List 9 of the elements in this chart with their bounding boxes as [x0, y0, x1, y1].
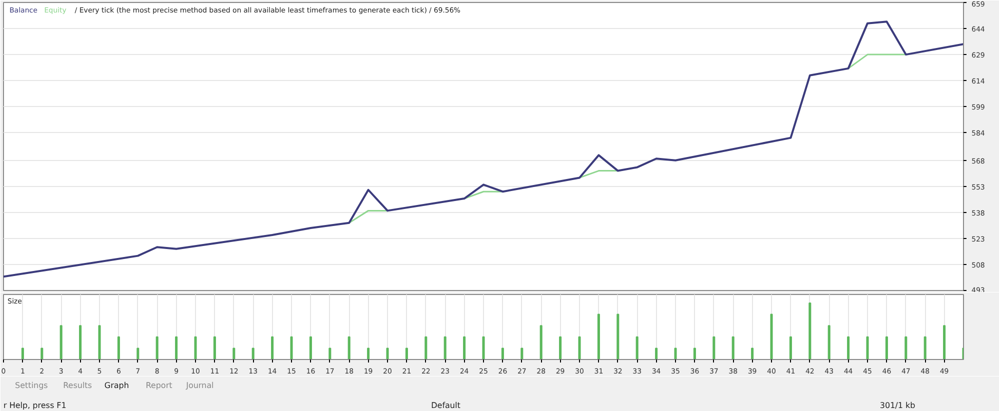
text: Settings [15, 381, 48, 390]
text: Results [63, 381, 92, 390]
text: r Help, press F1 [4, 401, 66, 410]
text: Report [146, 381, 172, 390]
text: Graph [104, 381, 129, 390]
text: Journal [185, 381, 214, 390]
line-series [4, 20, 964, 278]
text: Default [431, 401, 460, 410]
text: 301/1 kb [880, 401, 916, 410]
